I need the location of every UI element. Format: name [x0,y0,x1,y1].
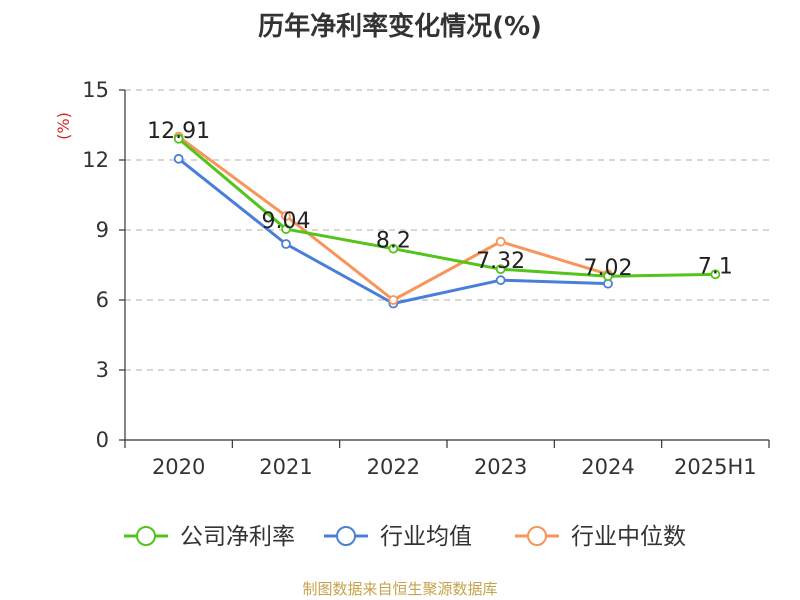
grid-lines [125,89,769,371]
source-note: 制图数据来自恒生聚源数据库 [302,580,498,598]
data-point [173,133,184,144]
data-label: 12.91 [147,119,210,144]
y-tick-label: 9 [96,218,109,242]
y-tick-label: 12 [82,148,109,172]
data-point [603,271,613,282]
data-point [281,211,291,221]
legend-marker [136,526,156,546]
x-tick-label: 2020 [152,455,205,479]
legend-marker [336,526,356,546]
data-point [173,153,184,164]
data-point [388,243,399,254]
data-labels: 12.91 9.04 8.2 7.32 7.02 7.1 [147,119,733,281]
data-point [710,269,721,280]
legend-marker [527,526,547,546]
y-tick-label: 0 [96,428,109,452]
data-point [281,239,291,249]
data-point [495,264,506,275]
x-tick-label: 2025H1 [674,455,757,479]
chart-title: 历年净利率变化情况(%) [258,12,542,42]
x-tick-label: 2024 [581,455,634,479]
legend-label: 公司净利率 [180,524,295,550]
data-point [495,275,506,286]
data-label: 8.2 [376,229,411,254]
x-tick-label: 2021 [259,455,312,479]
data-label: 7.02 [584,256,633,281]
x-tick-label: 2022 [367,455,420,479]
data-point [495,236,506,247]
data-label: 9.04 [262,209,311,234]
data-label: 7.32 [476,249,525,274]
y-tick-label: 3 [96,358,109,382]
series-lines [173,131,721,309]
legend-label: 行业均值 [380,524,472,550]
data-point [388,295,399,305]
data-point [281,224,291,234]
legend: 公司净利率 行业均值 行业中位数 [124,524,686,550]
data-label: 7.1 [698,254,733,279]
series-line [177,137,716,278]
y-tick-label: 15 [82,78,109,102]
y-axis-label: (%) [54,112,73,140]
series-line [177,135,609,302]
axes: 0 3 6 9 12 15 (%) 2020 2021 2022 2023 2024 2025H1 [54,78,770,479]
legend-label: 行业中位数 [571,524,686,550]
y-tick-label: 6 [96,288,109,312]
x-tick-label: 2023 [474,455,527,479]
